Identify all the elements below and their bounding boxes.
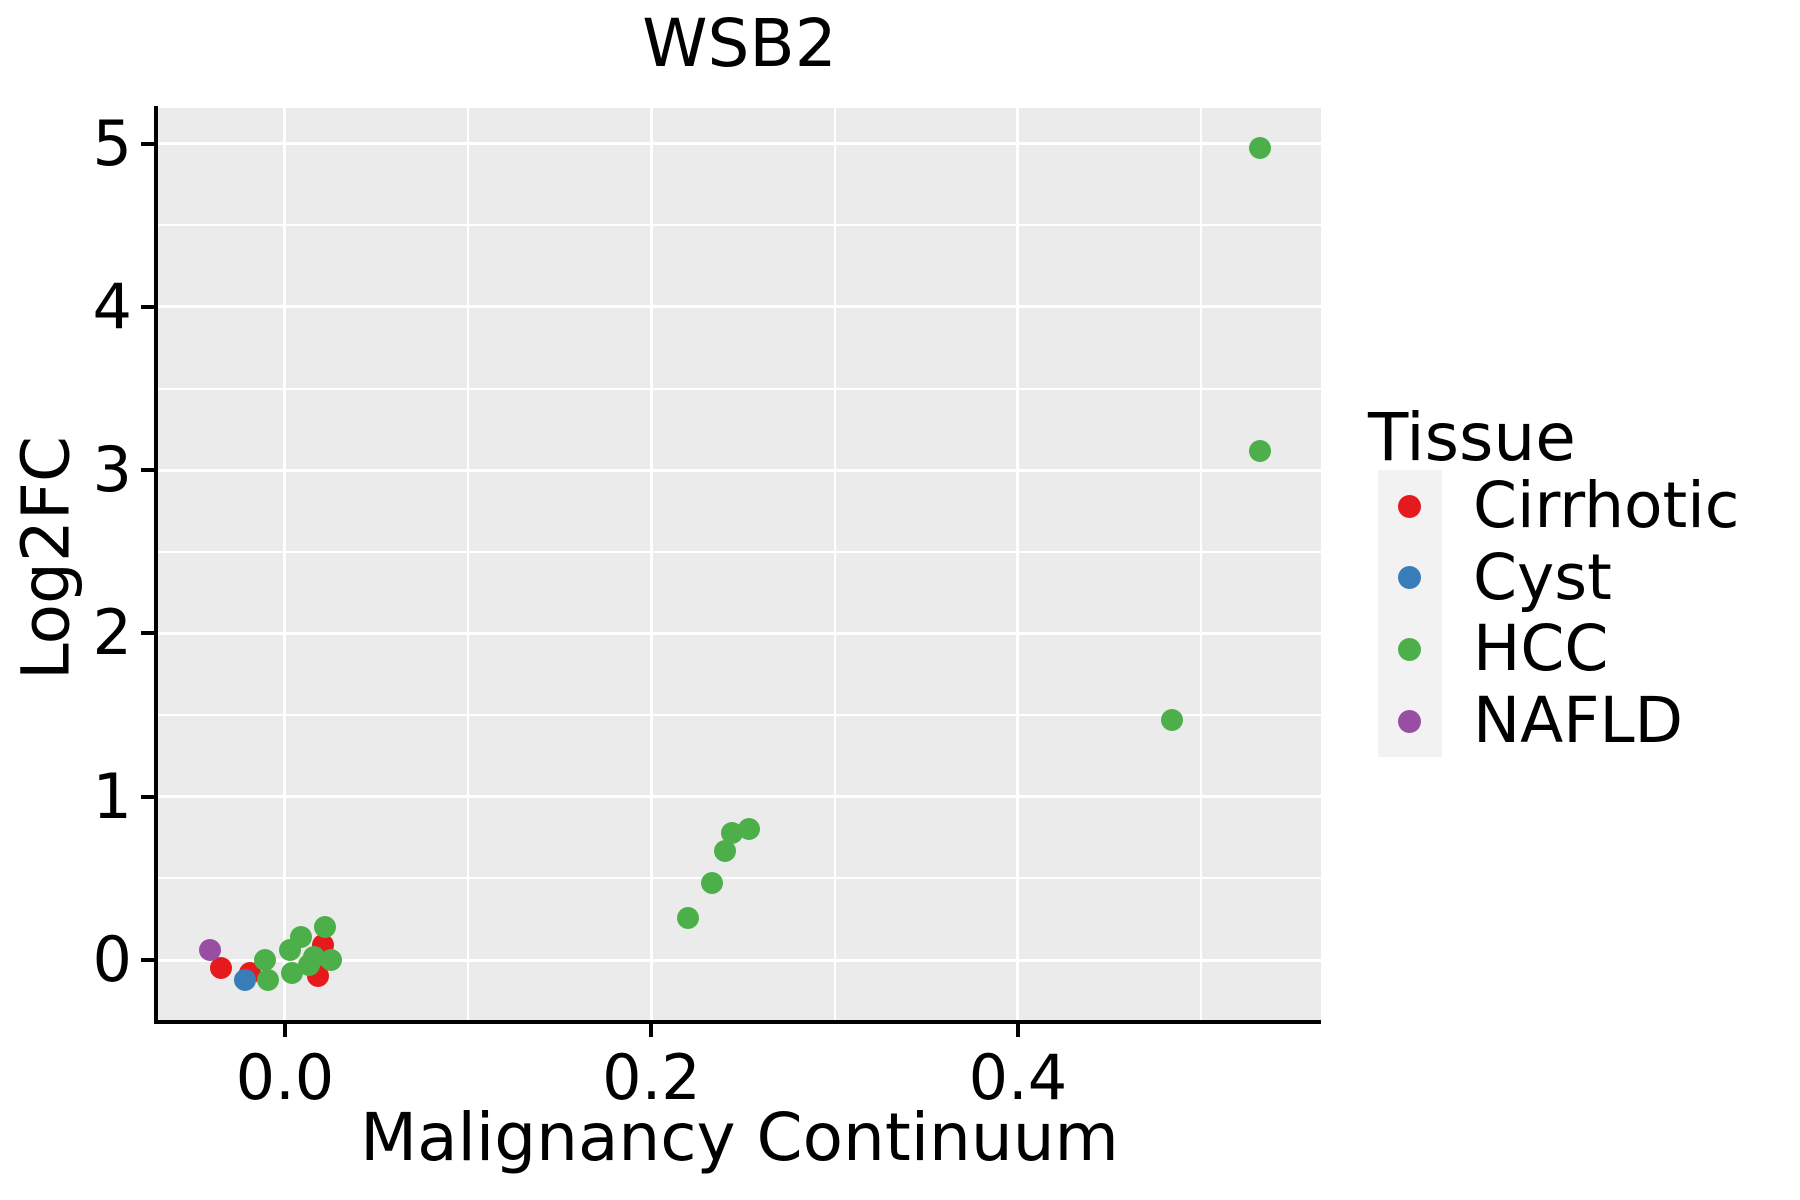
data-point-hcc [319, 949, 342, 971]
y-minor-gridline [158, 714, 1321, 717]
data-point-hcc [314, 916, 337, 939]
plot-area [158, 108, 1321, 1020]
y-tick-label: 4 [92, 269, 132, 343]
x-axis-title: Malignancy Continuum [360, 1099, 1119, 1176]
legend-key-cirrhotic-dot-icon [1398, 494, 1421, 518]
y-minor-gridline [158, 550, 1321, 553]
legend-key-background [1378, 470, 1442, 757]
y-tick-label: 2 [92, 596, 132, 670]
chart-title: WSB2 [642, 5, 837, 82]
x-tick-mark [282, 1024, 287, 1037]
y-minor-gridline [158, 387, 1321, 390]
x-minor-gridline [467, 108, 470, 1020]
y-tick-labels: 0 1 2 3 4 5 [22, 0, 132, 1200]
legend-label-cyst: Cyst [1473, 540, 1612, 614]
data-point-nafld [198, 939, 221, 962]
y-axis-title: Log2FC [7, 436, 85, 680]
x-major-gridline [1016, 108, 1020, 1020]
legend-key-hcc-dot-icon [1398, 637, 1421, 661]
y-axis-line [154, 106, 158, 1024]
data-point-hcc [257, 968, 280, 991]
x-tick-label: 0.4 [968, 1041, 1068, 1114]
legend-label-cirrhotic: Cirrhotic [1473, 469, 1740, 542]
y-major-gridline [158, 305, 1321, 309]
x-major-gridline [283, 108, 287, 1020]
x-axis-line [154, 1020, 1321, 1024]
data-point-hcc [253, 949, 276, 971]
data-point-hcc [700, 872, 723, 895]
y-tick-label: 5 [92, 106, 132, 180]
y-minor-gridline [158, 877, 1321, 880]
x-minor-gridline [1200, 108, 1203, 1020]
data-point-hcc [737, 818, 760, 841]
legend-key-cyst-dot-icon [1398, 566, 1421, 590]
x-tick-mark [1015, 1024, 1020, 1037]
x-tick-mark [649, 1024, 654, 1037]
data-point-hcc [1248, 439, 1271, 462]
data-point-cyst [233, 968, 256, 991]
x-tick-label: 0.0 [235, 1041, 335, 1114]
y-tick-mark [141, 141, 154, 146]
legend-key-nafld-dot-icon [1398, 709, 1421, 733]
y-tick-label: 0 [92, 923, 132, 996]
y-tick-mark [141, 631, 154, 636]
data-point-hcc [1160, 708, 1183, 731]
legend-label-nafld: NAFLD [1473, 684, 1684, 758]
y-major-gridline [158, 631, 1321, 635]
y-tick-mark [141, 304, 154, 309]
y-tick-label: 3 [92, 433, 132, 507]
y-major-gridline [158, 142, 1321, 146]
data-point-hcc [290, 926, 313, 949]
data-point-hcc [713, 839, 736, 862]
y-major-gridline [158, 795, 1321, 799]
legend-title: Tissue [1368, 399, 1576, 476]
y-tick-mark [141, 468, 154, 473]
data-point-hcc [1248, 137, 1271, 160]
y-tick-label: 1 [92, 759, 132, 833]
y-minor-gridline [158, 224, 1321, 227]
data-point-cirrhotic [209, 957, 232, 980]
data-point-hcc [677, 906, 700, 929]
x-major-gridline [649, 108, 653, 1020]
y-tick-mark [141, 794, 154, 799]
y-major-gridline [158, 958, 1321, 962]
x-minor-gridline [833, 108, 836, 1020]
y-major-gridline [158, 468, 1321, 472]
x-tick-label: 0.2 [602, 1041, 701, 1114]
legend-label-hcc: HCC [1473, 612, 1609, 686]
y-tick-mark [141, 958, 154, 962]
